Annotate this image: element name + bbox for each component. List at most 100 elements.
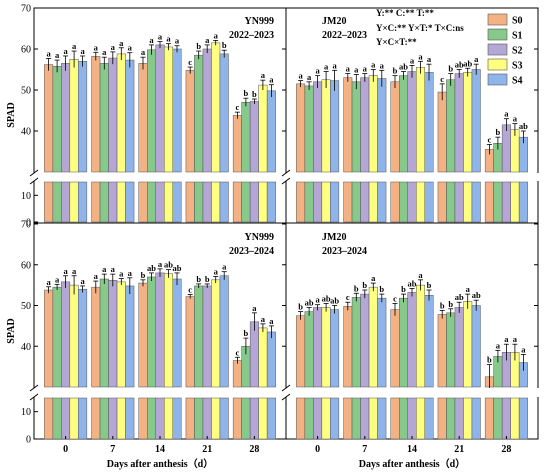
x-axis-label-right: Days after anthesis（d） [359, 457, 465, 470]
bar-lower-segment [390, 181, 400, 223]
bar-lower-segment [304, 181, 314, 223]
significance-letter: c [440, 74, 444, 84]
bar [164, 46, 173, 173]
bar [377, 78, 387, 173]
legend-label: S4 [512, 76, 523, 87]
legend-label: S1 [512, 31, 523, 42]
bar [437, 314, 447, 388]
bar-lower-segment [484, 181, 494, 223]
bar [390, 309, 400, 388]
significance-letter: a [80, 276, 85, 286]
significance-letter: a [315, 295, 320, 305]
bar [185, 70, 195, 173]
bar [321, 307, 331, 388]
bar-lower-segment [116, 397, 126, 440]
significance-letter: ab [455, 292, 464, 302]
bar [52, 65, 62, 173]
bar [138, 63, 148, 173]
bar-lower-segment [463, 397, 473, 440]
bar-lower-segment [266, 181, 276, 223]
bar-lower-segment [211, 397, 221, 440]
bar-lower-segment [258, 397, 268, 440]
bar-lower-segment [99, 397, 109, 440]
bar-lower-segment [164, 397, 173, 440]
bar-lower-segment [437, 181, 447, 223]
bar [368, 75, 378, 173]
bar-lower-segment [304, 397, 314, 440]
bar-lower-segment [108, 181, 118, 223]
bar [313, 81, 323, 173]
significance-letter: a [252, 303, 257, 313]
bar-lower-segment [219, 397, 229, 440]
significance-letter: b [141, 270, 146, 280]
legend-swatch [487, 28, 508, 41]
bar [185, 296, 195, 388]
bar-lower-segment [44, 181, 54, 223]
y-tick-label: 50 [21, 301, 31, 312]
panel-season-label: 2023–2024 [229, 246, 274, 257]
bar-lower-segment [501, 181, 511, 223]
significance-letter: c [236, 102, 240, 112]
bar [249, 321, 259, 388]
bar-lower-segment [138, 397, 148, 440]
bar-lower-segment [69, 397, 79, 440]
bar-lower-segment [446, 397, 456, 440]
bar [351, 297, 361, 388]
bar [407, 292, 417, 388]
legend-swatch [487, 13, 508, 26]
significance-letter: b [354, 283, 359, 293]
bar-lower-segment [172, 181, 182, 223]
y-tick-label: 60 [21, 260, 31, 271]
significance-letter: b [379, 284, 384, 294]
bar [446, 312, 456, 388]
significance-letter: a [269, 75, 274, 85]
axis-break-band [31, 173, 289, 181]
bar-lower-segment [232, 181, 242, 223]
bar [390, 81, 400, 173]
significance-letter: a [214, 30, 219, 40]
bar [155, 44, 165, 173]
bar [360, 77, 370, 173]
significance-letter: c [346, 292, 350, 302]
bar [437, 91, 447, 173]
stats-line-2: Y×C:** Y×T:* T×C:ns [376, 23, 464, 33]
significance-letter: a [55, 274, 60, 284]
bar [194, 54, 204, 173]
significance-letter: ab [173, 263, 182, 273]
bar [147, 276, 156, 388]
bar-lower-segment [330, 181, 340, 223]
significance-letter: a [363, 64, 368, 74]
bar [296, 83, 306, 173]
bar [172, 48, 182, 173]
significance-letter: a [521, 344, 526, 354]
significance-letter: a [94, 42, 99, 52]
bar [407, 71, 417, 173]
y-tick-label: 60 [21, 45, 31, 56]
bar-lower-segment [185, 181, 195, 223]
bar [232, 360, 242, 388]
bar-lower-segment [266, 397, 276, 440]
bar [360, 293, 370, 388]
bar [368, 286, 378, 388]
bar [351, 81, 361, 173]
bar-lower-segment [416, 181, 425, 223]
bar-lower-segment [91, 397, 101, 440]
significance-letter: a [427, 54, 432, 64]
significance-letter: b [244, 88, 249, 98]
bar [108, 57, 118, 173]
significance-letter: b [244, 328, 249, 338]
significance-letter: a [80, 46, 85, 56]
bar [471, 305, 481, 388]
bar [343, 77, 353, 173]
panel-variety-label: YN999 [245, 16, 274, 27]
bar-lower-segment [147, 181, 156, 223]
bar [61, 63, 71, 173]
significance-letter: a [72, 266, 77, 276]
bar-lower-segment [471, 397, 481, 440]
bar [304, 311, 314, 388]
significance-letter: a [55, 50, 60, 60]
significance-letter: b [298, 302, 303, 312]
axis-break-mark [281, 393, 291, 401]
bar-lower-segment [108, 397, 118, 440]
